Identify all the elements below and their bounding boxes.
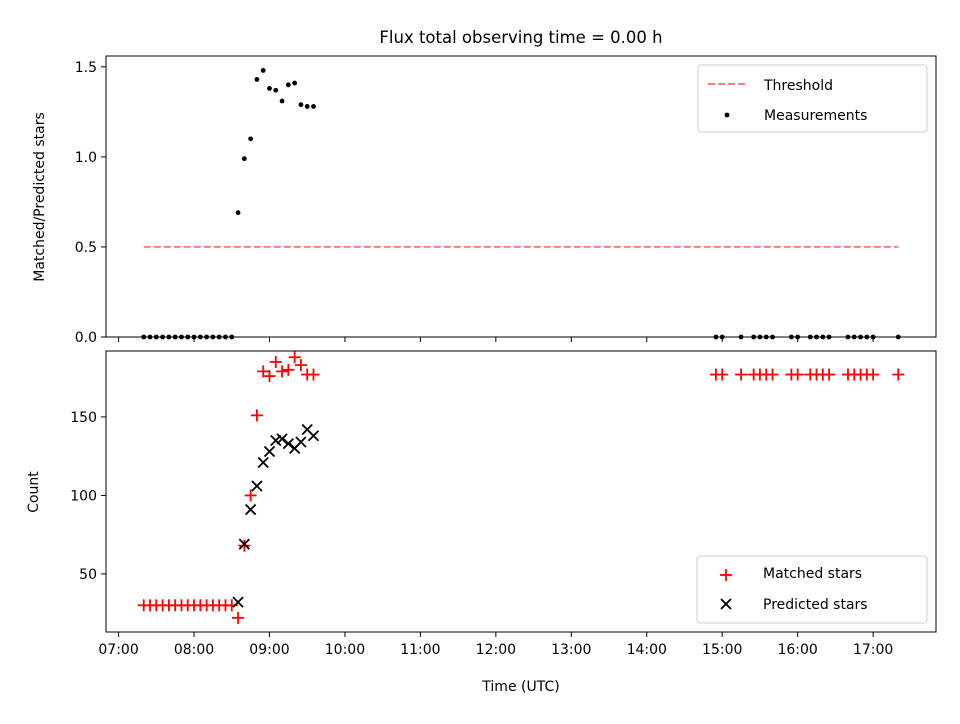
top-ytick-label: 1.5 — [75, 60, 97, 76]
matched-star-point — [735, 368, 748, 381]
predicted-star-point — [295, 436, 307, 448]
xtick-label: 10:00 — [325, 642, 365, 658]
measurement-point — [267, 86, 272, 91]
xtick-label: 15:00 — [702, 642, 742, 658]
matched-star-point — [294, 359, 307, 372]
matched-star-point — [716, 368, 729, 381]
measurement-point — [285, 82, 291, 88]
matched-star-point — [282, 363, 295, 376]
top-ytick-label: 1.0 — [75, 150, 97, 166]
measurement-point — [292, 80, 298, 86]
matched-star-point — [823, 368, 836, 381]
top-legend-box — [697, 64, 928, 133]
matched-star-point — [269, 355, 282, 368]
bottom-ylabel: Count — [26, 471, 42, 513]
bottom-axes-frame — [105, 350, 937, 633]
predicted-x-b — [232, 596, 244, 608]
predicted-x-b — [251, 480, 263, 492]
predicted-x-b — [301, 423, 313, 436]
predicted-x-b — [238, 538, 250, 550]
bottom-legend: Matched stars Predicted stars — [696, 555, 928, 624]
matched-star-point — [307, 368, 320, 381]
predicted-star-point — [244, 503, 257, 516]
bottom-legend-box — [696, 555, 928, 624]
predicted-x-b — [244, 503, 257, 516]
legend-matched-swatch — [720, 569, 732, 581]
matched-star-point — [257, 365, 270, 378]
predicted-star-point — [307, 430, 320, 442]
xtick-label: 12:00 — [476, 642, 516, 658]
top-legend: Threshold Measurements — [697, 64, 928, 133]
top-ytick-label: 0.0 — [75, 330, 97, 346]
matched-star-point — [766, 368, 779, 381]
predicted-x-b — [295, 436, 307, 448]
xtick-label: 14:00 — [627, 642, 667, 658]
xtick-label: 07:00 — [98, 642, 138, 658]
predicted-star-point — [232, 596, 244, 608]
measurement-point — [304, 104, 310, 109]
matched-star-point — [250, 409, 263, 422]
bottom-ticks: 07:00 08:00 09:00 10:00 11:00 12:00 13:00 14:00… — [70, 410, 893, 658]
xtick-label: 11:00 — [400, 642, 440, 658]
measurement-point — [311, 104, 316, 109]
bottom-panel: 07:00 08:00 09:00 10:00 11:00 12:00 13:00 14:00… — [26, 350, 937, 695]
measurement-point — [260, 68, 266, 73]
bottom-ytick-label: 150 — [70, 410, 97, 426]
measurement-point — [273, 87, 279, 93]
measurement-point — [279, 98, 285, 104]
predicted-x-b — [307, 430, 320, 442]
bottom-ytick-label: 100 — [70, 488, 97, 504]
top-panel: 0.0 0.5 1.0 1.5 Matched/Predicted stars Thr… — [32, 55, 937, 346]
legend-measurements-swatch — [724, 112, 730, 118]
top-axes-frame — [105, 55, 937, 338]
xtick-label: 16:00 — [777, 642, 817, 658]
measurement-point — [248, 136, 254, 142]
xtick-label: 13:00 — [551, 642, 591, 658]
predicted-star-point — [238, 538, 250, 550]
predicted-x-b — [282, 437, 294, 450]
bottom-ytick-label: 50 — [79, 567, 97, 583]
matched-star-point — [892, 368, 905, 381]
legend-measurements-label: Measurements — [764, 108, 867, 124]
matched-star-point — [867, 368, 880, 381]
legend-matched-label: Matched stars — [763, 566, 862, 582]
top-ytick-label: 0.5 — [75, 240, 97, 256]
bottom-marks — [137, 351, 905, 624]
measurement-point — [254, 77, 260, 82]
measurement-point — [235, 210, 241, 216]
matched-star-point — [238, 539, 251, 552]
predicted-star-point — [257, 456, 269, 469]
top-ylabel: Matched/Predicted stars — [32, 112, 48, 282]
predicted-star-point — [263, 445, 276, 458]
predicted-x-b — [263, 445, 276, 458]
matched-star-point — [263, 370, 276, 383]
bottom-xlabel: Time (UTC) — [481, 679, 559, 695]
xtick-label: 08:00 — [174, 642, 214, 658]
legend-predicted-swatch — [720, 598, 732, 610]
chart-title: Flux total observing time = 0.00 h — [379, 28, 662, 47]
predicted-star-point — [282, 437, 294, 450]
measurement-point — [241, 156, 247, 162]
matched-star-point — [288, 351, 301, 364]
xtick-label: 09:00 — [249, 642, 289, 658]
predicted-x-b — [257, 456, 269, 469]
predicted-x-b — [276, 433, 288, 445]
xtick-label: 17:00 — [853, 642, 893, 658]
matched-star-point — [232, 611, 245, 624]
legend-threshold-label: Threshold — [763, 78, 833, 94]
top-ticks: 0.0 0.5 1.0 1.5 — [75, 60, 874, 346]
predicted-star-point — [251, 480, 263, 492]
matched-star-point — [791, 368, 804, 381]
predicted-star-point — [276, 433, 288, 445]
matched-star-point — [244, 489, 257, 502]
legend-predicted-label: Predicted stars — [763, 597, 868, 613]
measurement-point — [298, 102, 304, 108]
matched-star-point — [276, 365, 289, 378]
